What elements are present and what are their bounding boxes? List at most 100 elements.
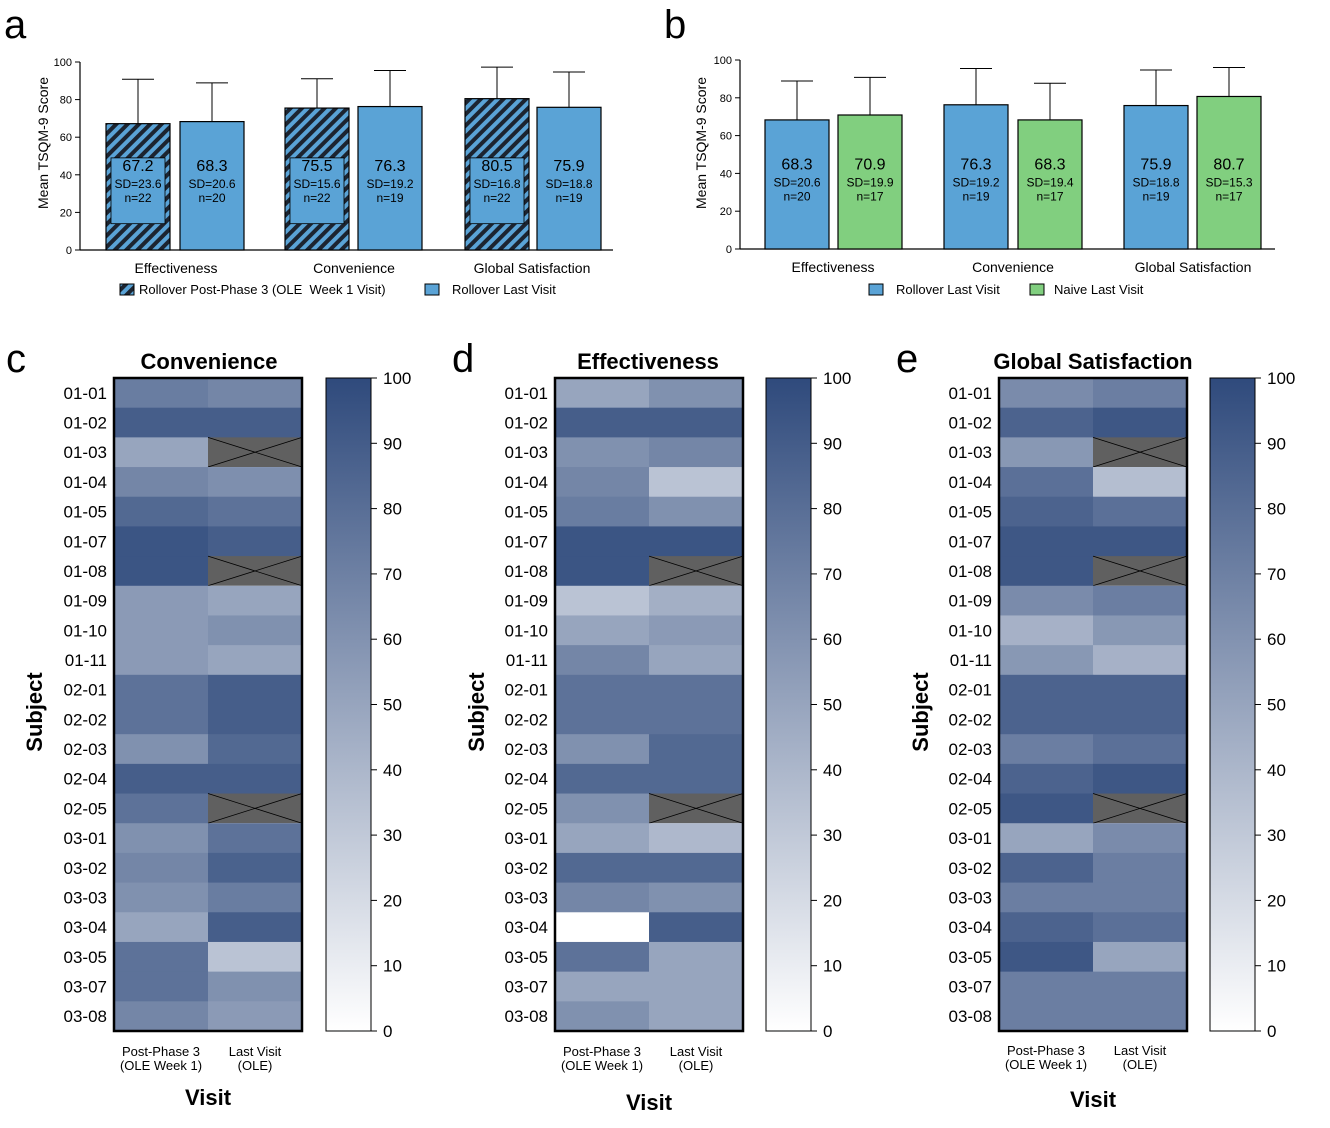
heatmap-cell-01-11-0 [114, 645, 209, 676]
heatmap-cell-01-04-1 [1093, 467, 1188, 498]
subject-label-01-10: 01-10 [949, 621, 992, 640]
n-label: n=17 [1036, 190, 1063, 204]
heatmap-cell-01-04-0 [114, 467, 209, 498]
missing-cell-cross [1092, 555, 1188, 587]
heatmap-cell-01-02-0 [555, 407, 650, 438]
colorbar-tick-label: 80 [823, 500, 842, 519]
sd-label: SD=18.8 [545, 177, 592, 191]
subject-label-01-03: 01-03 [505, 443, 548, 462]
n-label: n=20 [198, 191, 225, 205]
subject-label-02-05: 02-05 [505, 799, 548, 818]
heatmap-cell-02-02-0 [555, 704, 650, 735]
subject-label-02-02: 02-02 [64, 710, 107, 729]
subject-label-01-08: 01-08 [64, 562, 107, 581]
sd-label: SD=15.6 [293, 177, 340, 191]
column-label-last-visit: Last Visit [229, 1044, 282, 1059]
subject-label-03-05: 03-05 [505, 948, 548, 967]
heatmap-cell-01-02-1 [208, 407, 303, 438]
subject-label-02-03: 02-03 [64, 740, 107, 759]
category-label-global-satisfaction: Global Satisfaction [1135, 259, 1252, 275]
subject-label-02-05: 02-05 [949, 799, 992, 818]
bar-chart-b: Mean TSQM-9 Score 0 20 40 60 80 100 68.3 SD=20… [693, 55, 1275, 297]
heatmap-cell-01-07-1 [208, 526, 303, 557]
colorbar-tick-label: 10 [1267, 957, 1286, 976]
heatmap-cell-01-11-1 [1093, 645, 1188, 676]
heatmap-cell-01-01-1 [649, 378, 744, 409]
n-label: n=17 [1215, 190, 1242, 204]
heatmap-cell-03-02-0 [999, 852, 1094, 884]
heatmap-cell-01-04-1 [208, 467, 303, 498]
heatmap-cell-03-04-1 [208, 912, 303, 943]
sd-label: SD=23.6 [114, 177, 161, 191]
subject-label-01-10: 01-10 [505, 621, 548, 640]
legend-label-rollover-post-phase3: Rollover Post-Phase 3 (OLE Week 1 Visit) [139, 282, 386, 297]
subject-label-02-03: 02-03 [949, 740, 992, 759]
sd-label: SD=19.9 [846, 176, 893, 190]
heatmap-border [112, 376, 304, 1033]
subject-label-01-11: 01-11 [65, 651, 107, 670]
colorbar [325, 377, 372, 1032]
heatmap-cell-01-07-0 [999, 526, 1094, 557]
subject-label-01-09: 01-09 [64, 592, 107, 611]
heatmap-cell-03-05-0 [999, 941, 1094, 973]
heatmap-cell-03-05-1 [649, 941, 744, 973]
colorbar [1209, 377, 1256, 1032]
heatmap-title: Convenience [141, 349, 278, 374]
n-label: n=19 [376, 191, 403, 205]
heatmap-cell-01-11-1 [208, 645, 303, 676]
colorbar-tick-label: 30 [383, 826, 402, 845]
n-label: n=22 [483, 191, 510, 205]
bar-rollover-last-visit-convenience [943, 104, 1009, 250]
heatmap-cell-03-03-0 [114, 882, 209, 913]
colorbar-tick-label: 90 [1267, 434, 1286, 453]
column-label-ole: (OLE) [238, 1058, 273, 1073]
heatmap-cell-02-03-0 [555, 734, 650, 765]
panel-letter-e: e [896, 337, 918, 381]
subject-label-01-05: 01-05 [64, 503, 107, 522]
missing-cell-cross [648, 793, 744, 824]
heatmap-cell-01-05-1 [208, 496, 303, 527]
subject-label-03-05: 03-05 [949, 948, 992, 967]
bar-label-box [469, 157, 525, 225]
visit-axis-label: Visit [1070, 1087, 1117, 1112]
heatmap-cell-02-02-1 [649, 704, 744, 735]
heatmap-cell-01-03-0 [999, 437, 1094, 468]
heatmap-cell-02-01-0 [555, 674, 650, 705]
heatmap-cell-01-11-1 [649, 645, 744, 676]
heatmap-cell-03-02-0 [114, 852, 209, 884]
subject-label-01-02: 01-02 [64, 414, 107, 433]
colorbar-tick-label: 100 [823, 369, 851, 388]
heatmap-cell-02-04-1 [1093, 763, 1188, 795]
subject-label-01-04: 01-04 [505, 473, 548, 492]
subject-label-02-04: 02-04 [949, 770, 992, 789]
n-label: n=17 [856, 190, 883, 204]
missing-cell-cross [1092, 436, 1188, 468]
colorbar-tick-label: 30 [1267, 826, 1286, 845]
subject-label-03-07: 03-07 [64, 977, 107, 996]
colorbar-tick-label: 90 [383, 434, 402, 453]
heatmap-cell-01-05-1 [649, 496, 744, 527]
subject-label-03-02: 03-02 [949, 859, 992, 878]
subject-label-03-04: 03-04 [505, 918, 548, 937]
heatmap-cell-01-03-0 [555, 437, 650, 468]
n-label: n=19 [1142, 190, 1169, 204]
colorbar-tick-label: 0 [383, 1022, 392, 1041]
subject-label-03-07: 03-07 [505, 977, 548, 996]
heatmap-cell-03-04-1 [649, 912, 744, 943]
subject-label-01-01: 01-01 [64, 384, 107, 403]
missing-cell-cross [207, 793, 303, 824]
sd-label: SD=20.6 [773, 176, 820, 190]
missing-cell-cross [207, 436, 303, 468]
column-label-post-phase-3: Post-Phase 3 [122, 1044, 200, 1059]
subject-axis-label: Subject [22, 672, 47, 752]
subject-label-01-01: 01-01 [949, 384, 992, 403]
heatmap-cell-02-03-1 [1093, 734, 1188, 765]
column-label-ole: (OLE) [679, 1058, 714, 1073]
colorbar-tick-label: 70 [823, 565, 842, 584]
legend-swatch-rollover-last-visit [424, 283, 440, 296]
subject-label-02-05: 02-05 [64, 799, 107, 818]
heatmap-cell-01-07-1 [649, 526, 744, 557]
colorbar [765, 377, 812, 1032]
legend-label-naive-last-visit: Naive Last Visit [1054, 282, 1144, 297]
